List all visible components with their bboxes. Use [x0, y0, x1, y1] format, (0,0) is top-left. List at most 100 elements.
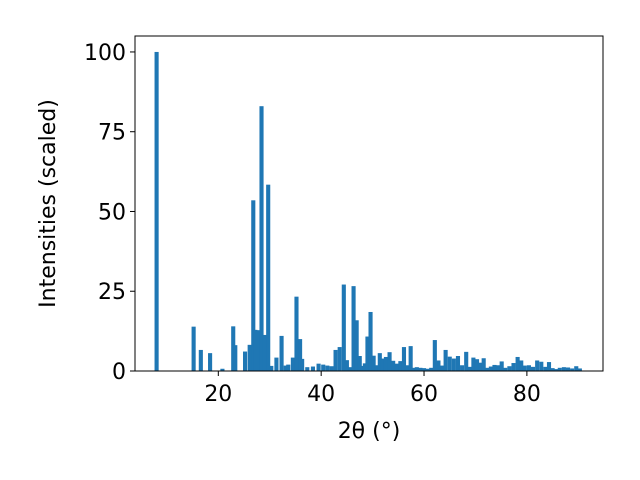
- bar: [259, 106, 264, 371]
- bar: [191, 326, 196, 371]
- bar: [474, 359, 480, 371]
- bar: [478, 362, 483, 371]
- y-tick-label: 25: [98, 280, 126, 305]
- bar: [220, 368, 225, 371]
- bar: [286, 364, 291, 371]
- bar: [208, 353, 213, 371]
- bar: [543, 366, 548, 371]
- x-axis-label: 2θ (°): [338, 419, 401, 444]
- bar: [539, 361, 544, 371]
- bar: [515, 356, 520, 371]
- bar: [294, 296, 299, 371]
- y-tick-label: 0: [112, 360, 126, 385]
- bar: [418, 367, 423, 371]
- bar: [577, 368, 582, 371]
- bar: [481, 358, 486, 371]
- bar: [398, 361, 403, 371]
- bar: [341, 284, 346, 371]
- bar: [360, 365, 365, 371]
- y-tick-label: 100: [84, 41, 126, 66]
- bar: [298, 339, 303, 371]
- x-tick-label: 80: [513, 382, 541, 407]
- bar: [447, 356, 452, 371]
- bar: [233, 345, 238, 371]
- bar: [507, 366, 512, 371]
- x-tick-label: 60: [410, 382, 438, 407]
- bar: [570, 368, 575, 371]
- bar: [485, 367, 490, 371]
- bar: [411, 367, 416, 371]
- bar: [464, 351, 469, 371]
- bar: [154, 51, 159, 371]
- bar: [467, 366, 472, 371]
- bar: [354, 320, 359, 371]
- bar: [546, 362, 552, 371]
- bar: [329, 366, 334, 371]
- bar: [337, 347, 342, 371]
- bar: [574, 366, 579, 371]
- bar-series: [154, 51, 582, 371]
- bar: [455, 356, 461, 371]
- bar: [443, 349, 448, 371]
- bar: [535, 360, 540, 371]
- bar: [499, 361, 504, 371]
- bar: [269, 365, 274, 371]
- bar: [300, 358, 305, 371]
- bar: [401, 347, 407, 371]
- bar: [374, 365, 379, 371]
- bar: [496, 365, 501, 371]
- bar: [283, 365, 288, 371]
- bar: [262, 334, 267, 371]
- bar: [368, 311, 373, 371]
- bar: [425, 368, 430, 371]
- bar: [380, 358, 385, 371]
- bar: [503, 367, 508, 371]
- bar: [243, 351, 248, 371]
- bar: [421, 368, 427, 371]
- bar: [198, 349, 203, 371]
- bar: [251, 200, 256, 371]
- bar: [316, 363, 321, 371]
- bar: [256, 330, 261, 371]
- bar: [436, 360, 441, 371]
- y-axis-ticks: 0 25 50 75 100: [84, 41, 135, 385]
- bar: [394, 363, 399, 371]
- bar: [383, 356, 389, 371]
- bar: [522, 365, 527, 371]
- bar: [310, 366, 315, 371]
- bar: [247, 344, 252, 371]
- bar: [408, 346, 413, 371]
- bar: [274, 357, 279, 371]
- bar: [460, 365, 465, 371]
- bar: [279, 335, 284, 371]
- bar: [344, 360, 349, 371]
- bar: [471, 357, 476, 371]
- bar: [531, 366, 536, 371]
- bar: [565, 367, 571, 371]
- bar: [519, 360, 524, 371]
- bar: [362, 363, 367, 371]
- y-axis-label: Intensities (scaled): [36, 99, 61, 308]
- bar: [451, 358, 456, 371]
- bar: [550, 368, 555, 371]
- bar: [348, 367, 353, 371]
- x-tick-label: 20: [204, 382, 232, 407]
- bar: [333, 349, 338, 371]
- bar: [371, 355, 376, 371]
- bar: [554, 369, 559, 371]
- bar: [351, 286, 356, 371]
- bar: [511, 363, 516, 371]
- bar: [526, 365, 531, 371]
- bar: [429, 367, 434, 371]
- bar: [377, 353, 382, 371]
- x-tick-label: 40: [307, 382, 335, 407]
- bar: [365, 336, 370, 371]
- bar: [414, 367, 419, 371]
- y-tick-label: 75: [98, 121, 126, 146]
- bar: [305, 367, 310, 371]
- bar: [439, 365, 445, 371]
- bar: [492, 364, 497, 371]
- bar: [405, 365, 410, 371]
- bar: [253, 329, 258, 371]
